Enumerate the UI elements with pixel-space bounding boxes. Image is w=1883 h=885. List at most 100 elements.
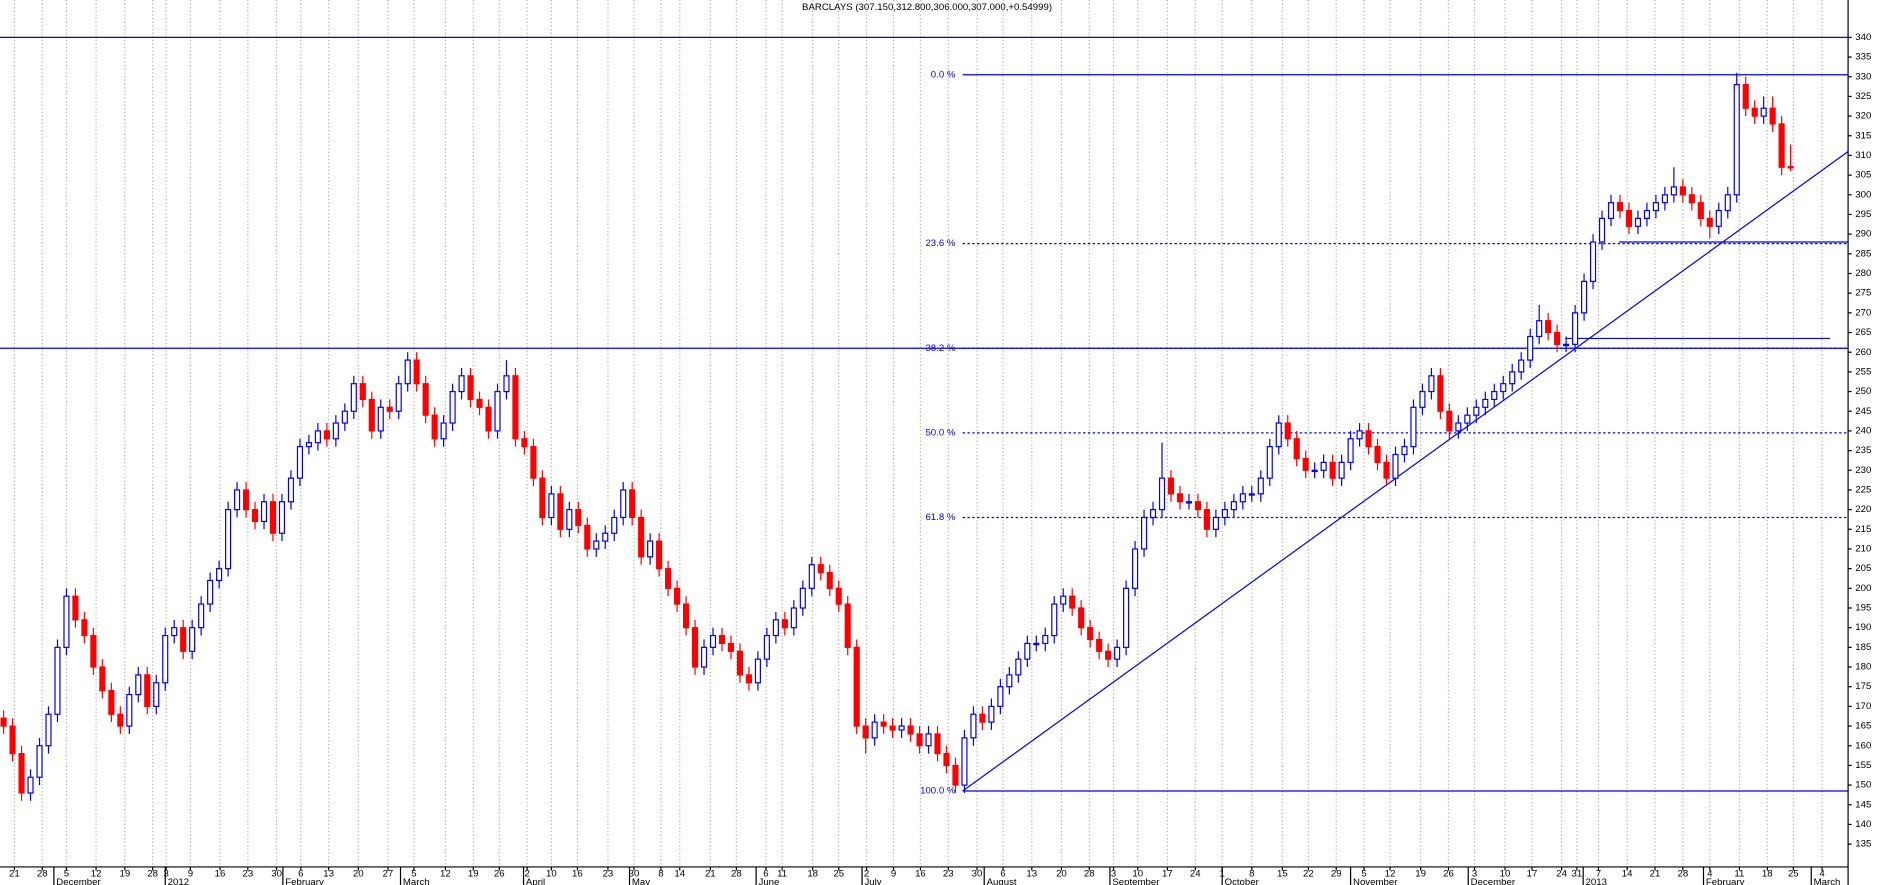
month-label: November	[1353, 877, 1398, 885]
x-tick-label: 4	[1707, 869, 1713, 880]
x-tick-label: 28	[37, 869, 48, 880]
candle-body	[216, 568, 223, 582]
candle-body	[332, 422, 339, 440]
candle-body	[1221, 509, 1228, 519]
candle-body	[269, 501, 277, 534]
y-tick-label: 185	[1855, 642, 1871, 653]
candle-body	[593, 540, 600, 550]
candle-body	[961, 737, 968, 786]
candle-body	[790, 607, 797, 629]
x-tick-label: 23	[242, 869, 253, 880]
candle-body	[1473, 406, 1480, 416]
x-tick-label: 6	[763, 869, 768, 880]
candle-body	[1751, 107, 1758, 117]
y-tick-label: 335	[1855, 52, 1871, 63]
candle-body	[1069, 595, 1076, 609]
candle-body	[1410, 406, 1417, 448]
x-tick-label: 2	[524, 869, 529, 880]
candle-body	[296, 446, 304, 479]
candle-body	[979, 713, 986, 723]
candle-body	[1625, 209, 1633, 227]
candle-body	[1329, 461, 1336, 479]
candle-body	[656, 540, 663, 570]
x-tick-label: 2	[864, 869, 869, 880]
candle-body	[862, 725, 869, 739]
month-label: February	[1706, 877, 1745, 885]
candle-body	[1338, 461, 1345, 479]
candle-body	[1275, 422, 1282, 448]
candle-body	[1114, 646, 1121, 660]
y-tick-label: 285	[1855, 248, 1871, 259]
x-tick-label: 5	[1361, 869, 1366, 880]
x-tick-label: 26	[494, 869, 505, 880]
candle-body	[844, 603, 851, 648]
candle-body	[350, 383, 357, 412]
candle-body	[1589, 241, 1597, 282]
candle-body	[647, 540, 654, 558]
y-tick-label: 140	[1855, 819, 1871, 830]
candle-body	[449, 390, 456, 424]
month-label: July	[864, 877, 881, 885]
candle-body	[1239, 493, 1246, 503]
candle-body	[557, 493, 564, 530]
x-tick-label: 19	[1415, 869, 1426, 880]
candle-body	[916, 733, 923, 747]
candle-body	[1437, 375, 1444, 412]
y-tick-label: 230	[1855, 465, 1871, 476]
candle-body	[1284, 422, 1291, 440]
x-tick-label: 11	[1734, 869, 1744, 880]
month-label: December	[1471, 877, 1516, 885]
candle-body	[799, 587, 806, 609]
y-tick-label: 320	[1855, 111, 1871, 122]
candle-body	[1033, 642, 1040, 646]
candle-body	[1123, 587, 1130, 648]
y-tick-label: 155	[1855, 760, 1871, 771]
candle-body	[1518, 359, 1525, 373]
candle-body	[108, 690, 115, 715]
month-label: March	[1814, 877, 1841, 885]
candle-body	[566, 509, 573, 530]
candle-body	[1455, 422, 1462, 432]
x-tick-label: 25	[833, 869, 844, 880]
candle-body	[817, 564, 824, 574]
candle-body	[413, 359, 420, 385]
candle-body	[1688, 194, 1695, 204]
x-tick-label: 10	[1132, 869, 1143, 880]
x-tick-label: 10	[546, 869, 557, 880]
candle-body	[1401, 446, 1408, 456]
x-tick-label: 11	[777, 869, 787, 880]
candle-body	[1132, 548, 1139, 589]
x-tick-label: 30	[972, 869, 983, 880]
candle-body	[1419, 390, 1426, 408]
candle-body	[1563, 343, 1570, 347]
y-tick-label: 210	[1855, 544, 1871, 555]
candle-body	[1096, 638, 1103, 652]
candle-body	[808, 564, 815, 589]
candle-body	[745, 674, 753, 684]
candle-body	[1015, 658, 1022, 676]
candle-body	[1491, 390, 1498, 401]
candle-body	[18, 753, 25, 794]
y-tick-label: 295	[1855, 209, 1871, 220]
x-tick-label: 24	[1556, 869, 1567, 880]
candle-body	[1087, 627, 1094, 641]
candle-body	[189, 627, 196, 652]
y-tick-label: 315	[1855, 130, 1871, 141]
candle-body	[54, 646, 61, 715]
x-tick-label: 8	[658, 869, 663, 880]
x-tick-label: 13	[323, 869, 334, 880]
candle-body	[880, 721, 887, 727]
candle-body	[305, 442, 312, 448]
y-tick-label: 275	[1855, 288, 1871, 299]
candle-body	[1302, 457, 1309, 471]
candle-body	[242, 489, 250, 511]
y-tick-label: 290	[1855, 229, 1871, 240]
candle-body	[1697, 202, 1704, 220]
x-tick-label: 14	[674, 869, 685, 880]
x-tick-label: 12	[1385, 869, 1396, 880]
candle-body	[1167, 477, 1175, 495]
candle-body	[126, 693, 133, 727]
